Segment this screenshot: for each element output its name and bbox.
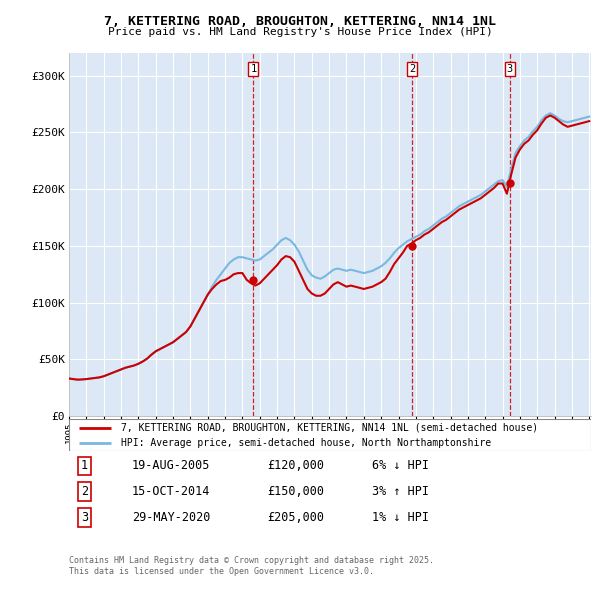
Text: £120,000: £120,000 bbox=[268, 460, 325, 473]
Text: 2: 2 bbox=[409, 64, 415, 74]
Text: 6% ↓ HPI: 6% ↓ HPI bbox=[372, 460, 429, 473]
Text: 1: 1 bbox=[81, 460, 88, 473]
Text: 3: 3 bbox=[506, 64, 513, 74]
Text: Price paid vs. HM Land Registry's House Price Index (HPI): Price paid vs. HM Land Registry's House … bbox=[107, 27, 493, 37]
Text: 3: 3 bbox=[81, 512, 88, 525]
Text: 2: 2 bbox=[81, 486, 88, 499]
Text: £205,000: £205,000 bbox=[268, 512, 325, 525]
Text: 7, KETTERING ROAD, BROUGHTON, KETTERING, NN14 1NL (semi-detached house): 7, KETTERING ROAD, BROUGHTON, KETTERING,… bbox=[121, 423, 538, 433]
Text: 19-AUG-2005: 19-AUG-2005 bbox=[131, 460, 210, 473]
Text: Contains HM Land Registry data © Crown copyright and database right 2025.
This d: Contains HM Land Registry data © Crown c… bbox=[69, 556, 434, 576]
Text: 7, KETTERING ROAD, BROUGHTON, KETTERING, NN14 1NL: 7, KETTERING ROAD, BROUGHTON, KETTERING,… bbox=[104, 15, 496, 28]
Text: 1: 1 bbox=[250, 64, 256, 74]
Text: 3% ↑ HPI: 3% ↑ HPI bbox=[372, 486, 429, 499]
Text: £150,000: £150,000 bbox=[268, 486, 325, 499]
Text: 1% ↓ HPI: 1% ↓ HPI bbox=[372, 512, 429, 525]
Text: 29-MAY-2020: 29-MAY-2020 bbox=[131, 512, 210, 525]
Text: HPI: Average price, semi-detached house, North Northamptonshire: HPI: Average price, semi-detached house,… bbox=[121, 438, 491, 448]
Text: 15-OCT-2014: 15-OCT-2014 bbox=[131, 486, 210, 499]
